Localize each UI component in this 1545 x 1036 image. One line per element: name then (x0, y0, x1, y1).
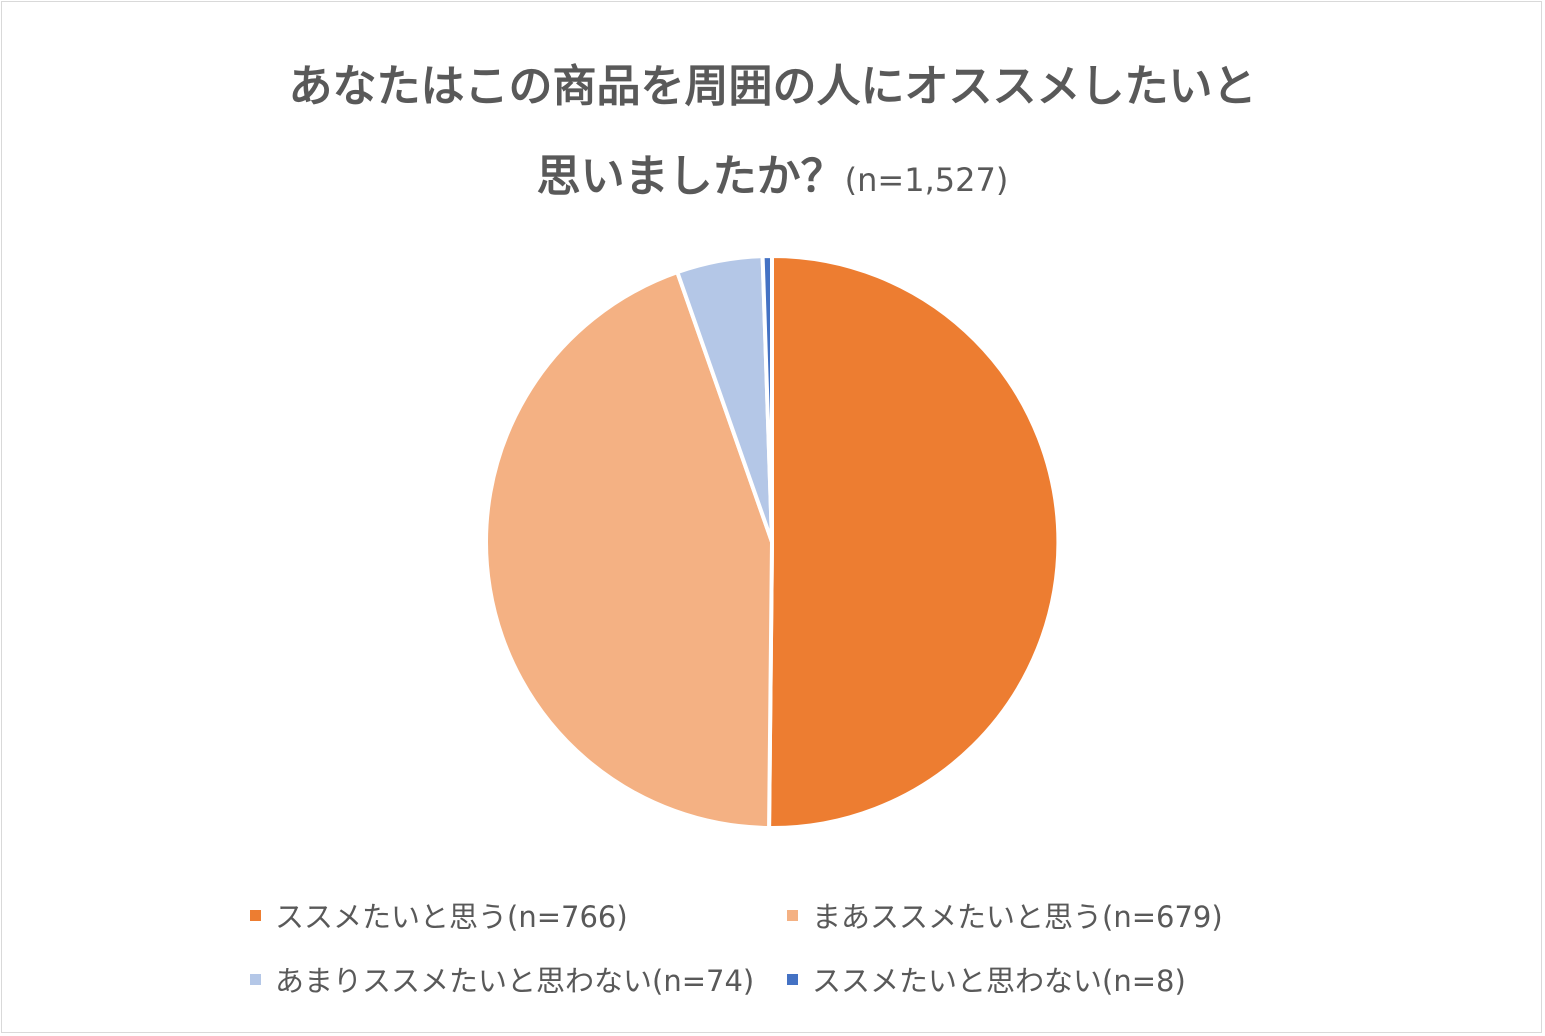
chart-title: あなたはこの商品を周囲の人にオススメしたいと 思いましたか？(n=1,527) (0, 42, 1545, 225)
chart-title-sample-size: (n=1,527) (844, 161, 1009, 199)
pie-slice-4 (760, 253, 774, 544)
chart-title-question: 思いましたか？ (536, 151, 845, 202)
pie-slice-1 (767, 254, 1061, 830)
chart-title-line-1: あなたはこの商品を周囲の人にオススメしたいと (288, 61, 1257, 112)
pie-slice-2 (484, 270, 774, 830)
chart-title-line-2: 思いましたか？(n=1,527) (0, 132, 1545, 225)
